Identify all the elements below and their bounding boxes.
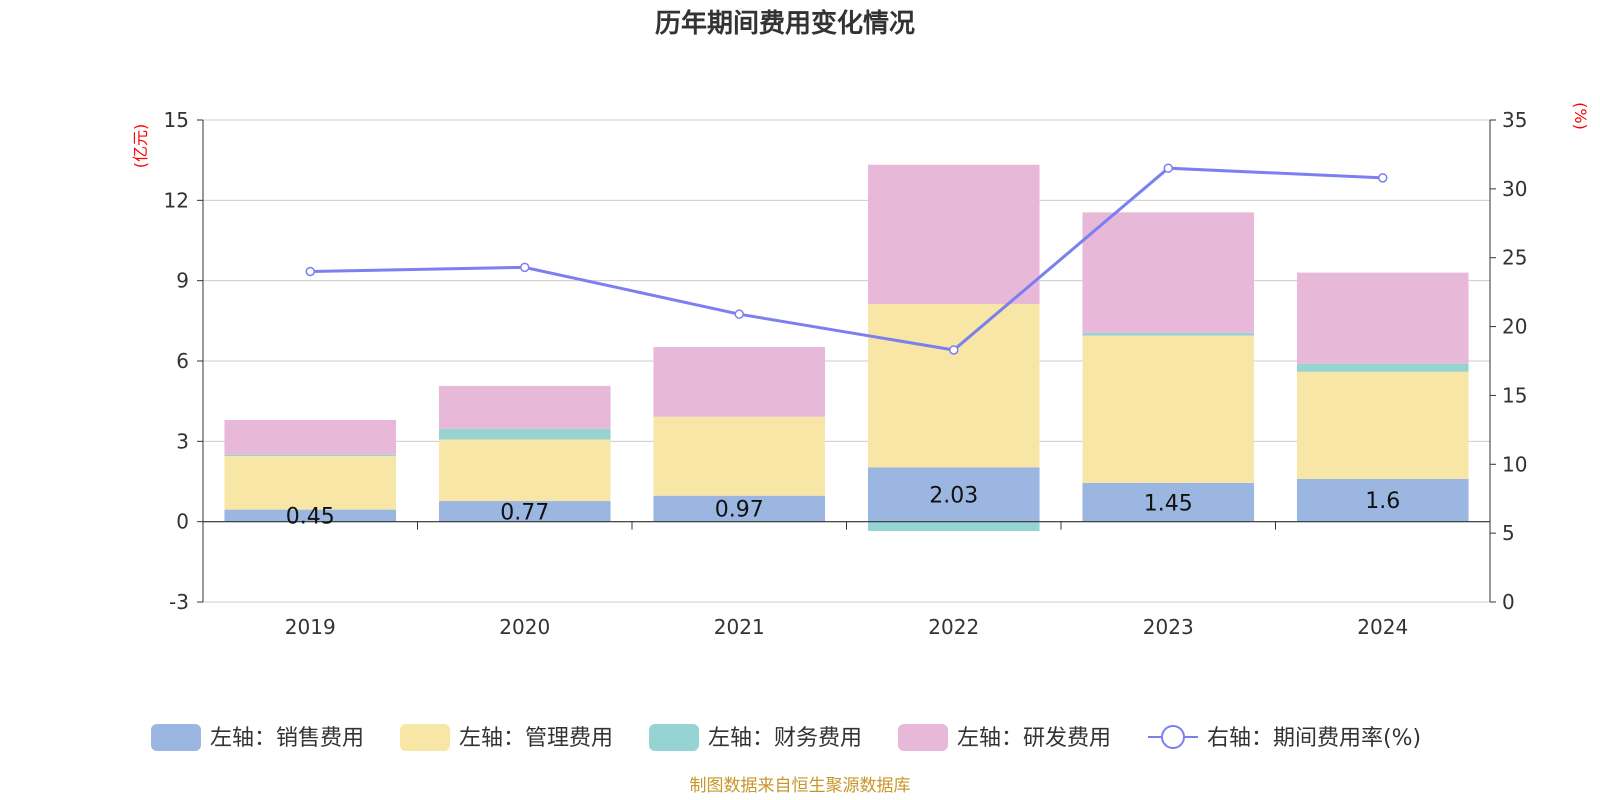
bar-labels: 0.45 0.77 0.97 2.03 1.45 1.6: [286, 483, 1400, 529]
sales-value-label: 0.45: [286, 505, 335, 530]
legend-item-1[interactable]: 左轴：销售费用: [151, 724, 364, 751]
bar-rnd-2020: [438, 385, 611, 429]
bar-admin-2023: [1082, 335, 1255, 483]
left-tick-label: 6: [176, 349, 189, 373]
right-tick-label: 20: [1502, 315, 1527, 339]
bar-admin-2020: [438, 439, 611, 502]
legend[interactable]: 左轴：销售费用 左轴：管理费用 左轴：财务费用 左轴：研发费用 右轴：期间费用率(%): [151, 724, 1421, 751]
bar-rnd-2019: [224, 419, 397, 455]
bar-sales-2019: [224, 509, 397, 522]
bar-sales-2021: [653, 495, 826, 522]
bar-admin-2019: [224, 456, 397, 510]
bar-rnd-2024: [1296, 272, 1469, 364]
legend-item-2[interactable]: 左轴：管理费用: [400, 724, 613, 751]
bar-finance-2022: [867, 521, 1040, 532]
sales-value-label: 1.6: [1365, 489, 1400, 514]
source-note: 制图数据来自恒生聚源数据库: [690, 776, 911, 796]
rate-line: [305, 163, 1388, 355]
bar-sales-2022: [867, 467, 1040, 522]
category-label: 2022: [928, 615, 979, 639]
bar-admin-2022: [867, 303, 1040, 468]
right-tick-label: 25: [1502, 246, 1527, 270]
rate-point-2021: [734, 309, 744, 319]
sales-value-label: 0.77: [500, 500, 549, 525]
legend-circle-icon: [1161, 725, 1185, 749]
rate-point-2023: [1163, 163, 1173, 173]
bar-sales-2020: [438, 501, 611, 522]
category-label: 2020: [499, 615, 550, 639]
bar-admin-2021: [653, 416, 826, 496]
bar-rnd-2022: [867, 164, 1040, 304]
left-tick-label: -3: [169, 590, 189, 614]
rate-point-2022: [949, 345, 959, 355]
legend-item-5[interactable]: 右轴：期间费用率(%): [1148, 725, 1421, 751]
legend-label: 左轴：销售费用: [210, 726, 364, 751]
right-tick-label: 15: [1502, 383, 1527, 407]
right-tick-label: 30: [1502, 177, 1527, 201]
legend-label: 左轴：研发费用: [957, 726, 1111, 751]
left-tick-label: 3: [176, 429, 189, 453]
left-tick-label: 12: [164, 188, 189, 212]
legend-swatch: [649, 724, 699, 751]
right-tick-label: 10: [1502, 452, 1527, 476]
rate-point-2024: [1378, 173, 1388, 183]
category-label: 2023: [1143, 615, 1194, 639]
chart-title: 历年期间费用变化情况: [655, 8, 915, 39]
legend-label: 左轴：管理费用: [459, 726, 613, 751]
right-axis-name: (%): [1571, 102, 1590, 130]
right-tick-label: 5: [1502, 521, 1515, 545]
bar-finance-2023: [1082, 332, 1255, 336]
legend-item-3[interactable]: 左轴：财务费用: [649, 724, 862, 751]
bar-admin-2024: [1296, 371, 1469, 479]
category-label: 2021: [714, 615, 765, 639]
left-tick-label: 15: [164, 108, 189, 132]
legend-label: 左轴：财务费用: [708, 726, 862, 751]
right-tick-label: 35: [1502, 108, 1527, 132]
bar-sales-2023: [1082, 482, 1255, 522]
sales-value-label: 0.97: [715, 498, 764, 523]
left-tick-label: 9: [176, 269, 189, 293]
legend-swatch: [151, 724, 201, 751]
legend-swatch: [400, 724, 450, 751]
rate-point-2019: [305, 266, 315, 277]
left-tick-label: 0: [176, 510, 189, 534]
bar-finance-2024: [1296, 363, 1469, 372]
rate-point-2020: [520, 262, 530, 273]
left-axis-name: (亿元): [131, 124, 150, 169]
category-label: 2024: [1357, 615, 1408, 639]
bar-rnd-2021: [653, 347, 826, 417]
legend-swatch: [898, 724, 948, 751]
bar-rnd-2023: [1082, 212, 1255, 333]
sales-value-label: 1.45: [1144, 491, 1193, 516]
bar-finance-2019: [224, 454, 397, 457]
sales-value-label: 2.03: [929, 483, 978, 508]
legend-item-4[interactable]: 左轴：研发费用: [898, 724, 1111, 751]
bars: [224, 164, 1469, 532]
category-label: 2019: [285, 615, 336, 639]
right-tick-label: 0: [1502, 590, 1515, 614]
bar-finance-2020: [438, 428, 611, 440]
bar-sales-2024: [1296, 478, 1469, 522]
axes: -3 0 3 6 9 12 15 0 5 10 15 20 25 30 35 2019 2020 2021 2022…: [164, 108, 1528, 639]
legend-label: 右轴：期间费用率(%): [1207, 726, 1421, 751]
rate-line-path: [310, 166, 1383, 352]
